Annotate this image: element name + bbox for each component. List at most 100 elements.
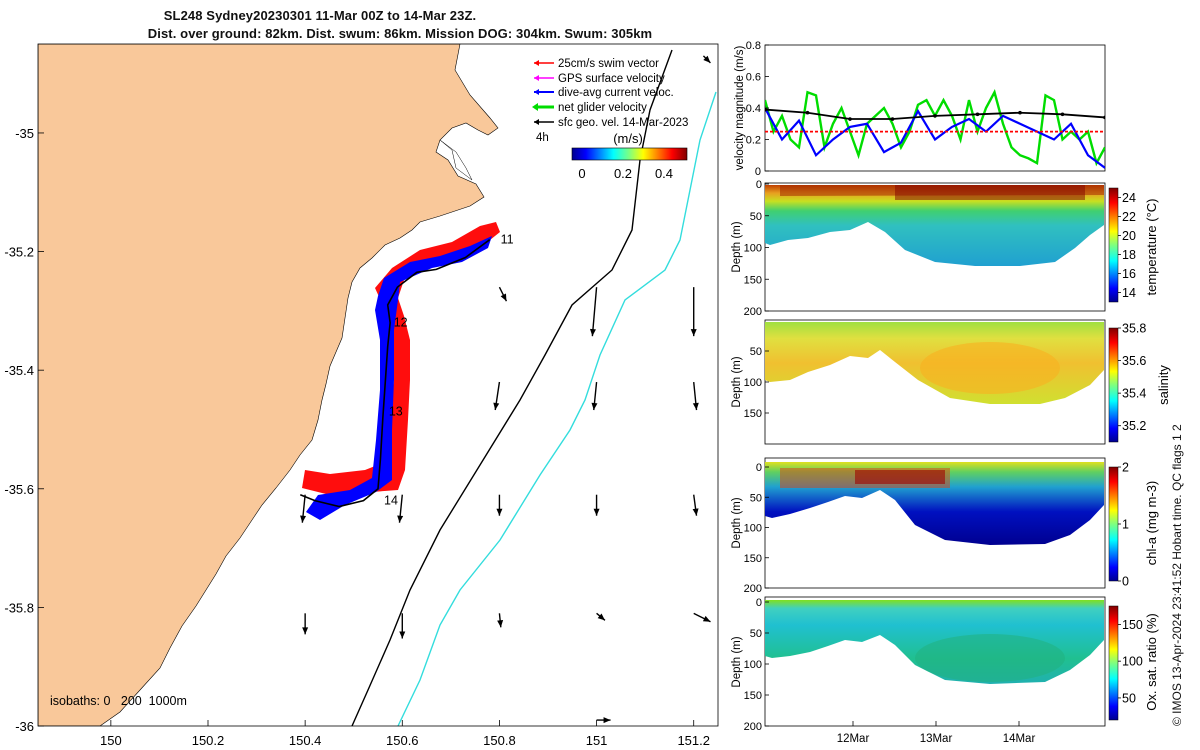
- isobath-label: isobaths: 0 200 1000m: [50, 694, 187, 708]
- surface-velocity-arrow: [498, 286, 508, 302]
- colorbar-tick-label: 0: [1122, 575, 1129, 589]
- surface-velocity-arrow: [302, 613, 309, 635]
- map-ytick-label: -35.4: [4, 363, 34, 378]
- map-xtick-label: 150.2: [192, 733, 225, 748]
- depth-tick-label: 100: [744, 377, 762, 389]
- day-marker: 12: [394, 316, 408, 330]
- surface-velocity-arrow: [496, 494, 503, 516]
- time-tick-label: 12Mar: [837, 733, 870, 745]
- land-mass: [38, 44, 499, 726]
- time-tick-label: 13Mar: [920, 733, 953, 745]
- temperature-panel: Depth (m) 0 50 100 150 200 14 16 18 20 22 24 temp…: [731, 179, 1159, 318]
- speed-colorbar-tick-0: 0: [578, 166, 585, 181]
- map-xtick-label: 151.2: [677, 733, 710, 748]
- glider-track: [299, 239, 491, 508]
- speed-colorbar: (m/s) 0 0.2 0.4: [571, 131, 688, 181]
- map-ytick-label: -35.2: [4, 245, 34, 260]
- surface-velocity-arrow: [589, 287, 598, 337]
- map-xtick-label: 150: [100, 733, 122, 748]
- salinity-colorbar-label: salinity: [1156, 365, 1171, 405]
- depth-tick-label: 50: [750, 492, 762, 504]
- colorbar-tick-label: 22: [1122, 210, 1136, 224]
- speed-colorbar-label: (m/s): [613, 131, 643, 146]
- velocity-point: [1060, 112, 1065, 117]
- isobath-1000m: [397, 91, 717, 726]
- legend-swim-vector: 25cm/s swim vector: [558, 58, 659, 70]
- depth-tick-label: 100: [744, 523, 762, 535]
- depth-tick-label: 150: [744, 553, 762, 565]
- chla-colorbar-label: chl-a (mg m-3): [1144, 481, 1159, 566]
- day-marker: 14: [384, 494, 398, 508]
- surface-velocity-arrow: [593, 494, 600, 516]
- colorbar-tick-label: 20: [1122, 229, 1136, 243]
- figure-title-line1: SL248 Sydney20230301 11-Mar 00Z to 14-Ma…: [163, 8, 477, 23]
- temperature-field: [765, 185, 1104, 266]
- velocity-ytick-label: 0.8: [746, 40, 761, 52]
- colorbar-tick-label: 14: [1122, 286, 1136, 300]
- colorbar-tick-label: 150: [1122, 618, 1143, 632]
- map-ytick-label: -36: [15, 719, 34, 734]
- speed-colorbar-tick-1: 0.2: [614, 166, 632, 181]
- colorbar-tick-label: 100: [1122, 655, 1143, 669]
- velocity-ytick-label: 0.6: [746, 72, 761, 84]
- velocity-ylabel: velocity magnitude (m/s): [734, 46, 746, 171]
- map-xtick-label: 151: [586, 733, 608, 748]
- map-xtick-label: 150.8: [483, 733, 516, 748]
- surface-velocity-arrow: [493, 381, 501, 411]
- temperature-colorbar-label: temperature (°C): [1144, 199, 1159, 296]
- velocity-point: [765, 107, 767, 112]
- surface-velocity-arrow: [693, 612, 711, 623]
- legend-scale-label: 4h: [536, 132, 549, 144]
- map-ytick-label: -35.8: [4, 600, 34, 615]
- temperature-ylabel: Depth (m): [731, 221, 743, 272]
- surface-velocity-arrow: [690, 287, 697, 337]
- swim-vector-band: [302, 222, 500, 496]
- chla-panel: Depth (m) 0 50 100 150 200 0 1 2 chl-a (mg m-3…: [731, 457, 1159, 595]
- colorbar-tick-label: 24: [1122, 191, 1136, 205]
- map-ytick-label: -35: [15, 126, 34, 141]
- surface-velocity-arrow: [591, 381, 598, 411]
- depth-tick-label: 150: [744, 274, 762, 286]
- oxygen-colorbar-label: Ox. sat. ratio (%): [1144, 613, 1159, 711]
- legend-net-velocity: net glider velocity: [558, 102, 647, 114]
- copyright-note: © IMOS 13-Apr-2024 23:41:52 Hobart time.…: [1170, 424, 1184, 726]
- velocity-panel: 0 0.2 0.4 0.6 0.8 velocity magnitude (m/s): [734, 40, 1106, 178]
- colorbar-tick-label: 35.6: [1122, 354, 1146, 368]
- surface-velocity-arrow: [702, 55, 711, 64]
- surface-velocity-arrow: [300, 494, 307, 523]
- surface-velocity-arrow: [596, 717, 611, 724]
- colorbar-tick-label: 35.2: [1122, 419, 1146, 433]
- legend-dive-avg: dive-avg current veloc.: [558, 87, 674, 99]
- map-xtick-label: 150.6: [386, 733, 419, 748]
- velocity-series-line: [765, 107, 1105, 169]
- depth-tick-label: 200: [744, 583, 762, 595]
- depth-tick-label: 200: [744, 306, 762, 318]
- surface-velocity-arrow: [397, 494, 404, 523]
- depth-tick-label: 0: [756, 179, 762, 191]
- surface-velocity-arrow: [692, 494, 699, 516]
- depth-tick-label: 150: [744, 690, 762, 702]
- velocity-ytick-label: 0.4: [746, 103, 761, 115]
- depth-tick-label: 50: [750, 628, 762, 640]
- colorbar-tick-label: 50: [1122, 691, 1136, 705]
- salinity-ylabel: Depth (m): [731, 356, 743, 407]
- surface-velocity-arrow: [497, 613, 504, 628]
- time-tick-label: 14Mar: [1003, 733, 1036, 745]
- isobath-200m: [351, 49, 673, 726]
- figure-title-line2: Dist. over ground: 82km. Dist. swum: 86k…: [147, 26, 653, 41]
- velocity-point: [1018, 110, 1022, 115]
- velocity-point: [848, 117, 852, 121]
- legend-sfc-geo: sfc geo. vel. 14-Mar-2023: [558, 117, 688, 129]
- depth-tick-label: 0: [756, 462, 762, 474]
- depth-tick-label: 0: [756, 597, 762, 609]
- legend-gps-velocity: GPS surface velocity: [558, 73, 665, 85]
- oxygen-ylabel: Depth (m): [731, 636, 743, 687]
- depth-tick-label: 100: [744, 659, 762, 671]
- velocity-point: [890, 117, 895, 121]
- velocity-point: [975, 112, 980, 117]
- day-marker: 11: [501, 233, 514, 247]
- map-legend: 25cm/s swim vector GPS surface velocity …: [532, 58, 688, 144]
- salinity-panel: Depth (m) 50 100 150 35.2 35.4 35.6 35.8 sali…: [731, 319, 1171, 445]
- depth-tick-label: 50: [750, 346, 762, 358]
- colorbar-tick-label: 35.8: [1122, 322, 1146, 336]
